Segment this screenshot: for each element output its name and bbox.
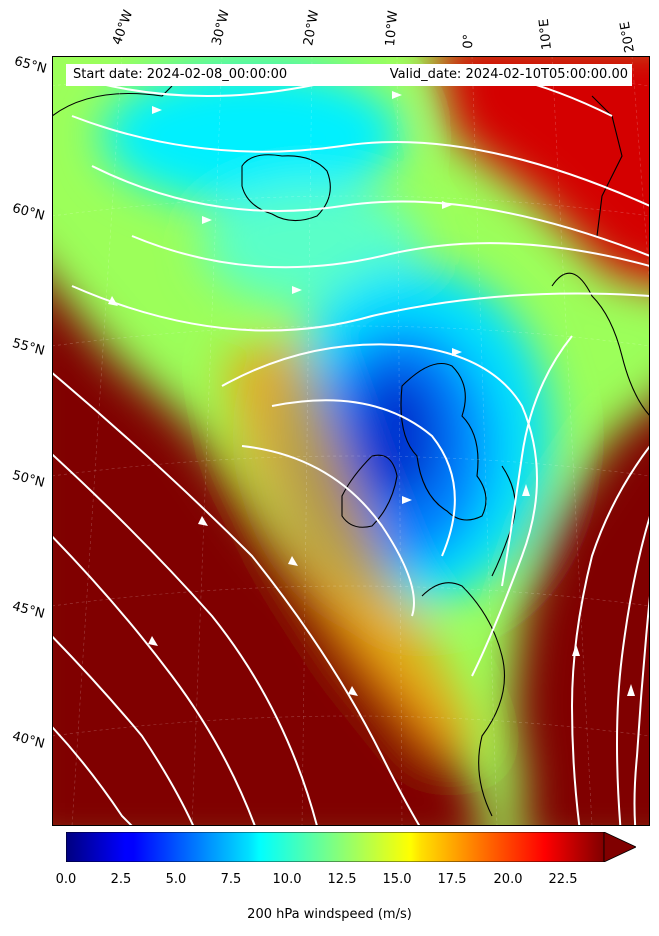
lon-label-20w: 20°W	[301, 9, 323, 48]
colorbar-extend-arrow	[603, 832, 636, 862]
colorbar-gradient	[66, 832, 605, 862]
colorbar-tick: 2.5	[110, 872, 132, 887]
windspeed-field	[52, 56, 650, 826]
lon-label-10w: 10°W	[383, 9, 402, 47]
colorbar-label: 200 hPa windspeed (m/s)	[247, 907, 412, 922]
start-date-label: Start date: 2024-02-08_00:00:00	[73, 67, 288, 82]
colorbar-tick: 0.0	[55, 872, 77, 887]
colorbar-tick: 20.0	[493, 872, 523, 887]
colorbar-tick: 12.5	[327, 872, 357, 887]
graticule	[52, 56, 650, 826]
lon-label-0: 0°	[461, 33, 477, 49]
lat-label-60n: 60°N	[10, 201, 47, 224]
info-bar: Start date: 2024-02-08_00:00:00 Valid_da…	[66, 64, 632, 86]
lon-label-40w: 40°W	[109, 8, 137, 47]
lat-label-40n: 40°N	[10, 729, 47, 752]
lon-label-20e: 20°E	[617, 20, 638, 54]
lon-label-30w: 30°W	[209, 8, 233, 47]
streamline-arrows	[108, 91, 635, 696]
lat-label-55n: 55°N	[10, 336, 47, 359]
lon-label-10e: 10°E	[536, 17, 555, 51]
colorbar-tick: 10.0	[272, 872, 302, 887]
lat-label-50n: 50°N	[10, 468, 47, 491]
valid-date-label: Valid_date: 2024-02-10T05:00:00.00	[389, 67, 628, 82]
windspeed-map	[52, 56, 650, 826]
lat-label-65n: 65°N	[12, 54, 49, 77]
colorbar-tick: 17.5	[437, 872, 467, 887]
colorbar	[66, 832, 636, 862]
colorbar-tick: 7.5	[220, 872, 242, 887]
colorbar-tick: 15.0	[382, 872, 412, 887]
lat-label-45n: 45°N	[10, 599, 47, 622]
colorbar-tick: 22.5	[548, 872, 578, 887]
colorbar-tick: 5.0	[165, 872, 187, 887]
